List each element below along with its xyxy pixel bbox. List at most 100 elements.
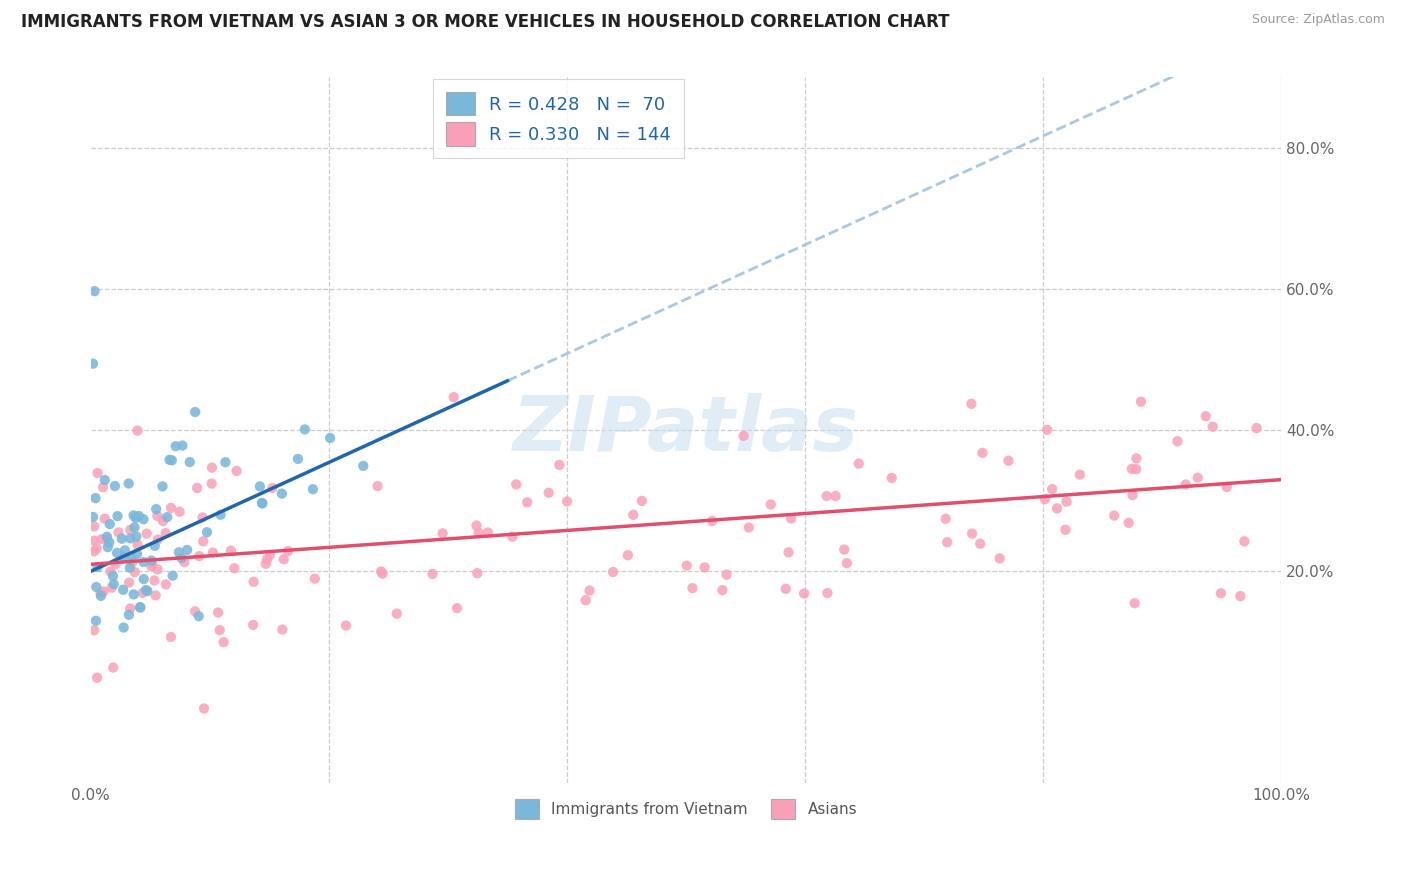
- Point: [367, 479, 389, 493]
- Point: [467, 525, 489, 540]
- Point: [935, 512, 957, 526]
- Point: [294, 422, 316, 436]
- Point: [1036, 423, 1059, 437]
- Point: [537, 485, 560, 500]
- Point: [832, 542, 855, 557]
- Point: [273, 552, 295, 566]
- Point: [128, 508, 150, 523]
- Point: [505, 477, 527, 491]
- Point: [1125, 462, 1147, 476]
- Point: [304, 572, 326, 586]
- Point: [83, 284, 105, 298]
- Point: [501, 530, 523, 544]
- Point: [184, 604, 207, 618]
- Point: [121, 550, 143, 565]
- Point: [125, 547, 148, 561]
- Point: [477, 525, 499, 540]
- Point: [120, 523, 142, 537]
- Point: [997, 454, 1019, 468]
- Point: [135, 526, 157, 541]
- Point: [1246, 421, 1268, 435]
- Point: [578, 583, 600, 598]
- Point: [693, 560, 716, 574]
- Point: [824, 489, 846, 503]
- Point: [103, 577, 125, 591]
- Point: [146, 533, 169, 547]
- Point: [191, 510, 214, 524]
- Point: [775, 582, 797, 596]
- Point: [146, 508, 169, 523]
- Point: [112, 582, 135, 597]
- Point: [271, 623, 294, 637]
- Point: [422, 566, 444, 581]
- Point: [1209, 586, 1232, 600]
- Point: [1166, 434, 1188, 449]
- Point: [120, 601, 142, 615]
- Point: [145, 502, 167, 516]
- Point: [1102, 508, 1125, 523]
- Point: [208, 623, 231, 637]
- Point: [212, 635, 235, 649]
- Point: [835, 556, 858, 570]
- Point: [681, 581, 703, 595]
- Point: [112, 549, 135, 564]
- Point: [621, 508, 644, 522]
- Point: [195, 525, 218, 540]
- Point: [1202, 419, 1225, 434]
- Point: [259, 548, 281, 562]
- Point: [631, 494, 654, 508]
- Point: [94, 473, 117, 487]
- Point: [143, 574, 166, 588]
- Point: [193, 701, 215, 715]
- Point: [103, 660, 125, 674]
- Point: [1233, 534, 1256, 549]
- Point: [136, 584, 159, 599]
- Point: [129, 600, 152, 615]
- Point: [156, 510, 179, 524]
- Point: [162, 568, 184, 582]
- Point: [84, 580, 107, 594]
- Point: [1054, 523, 1077, 537]
- Point: [118, 560, 141, 574]
- Point: [780, 511, 803, 525]
- Point: [155, 577, 177, 591]
- Point: [179, 455, 201, 469]
- Point: [936, 535, 959, 549]
- Point: [702, 514, 724, 528]
- Point: [107, 525, 129, 540]
- Point: [188, 549, 211, 563]
- Point: [159, 452, 181, 467]
- Point: [141, 553, 163, 567]
- Point: [815, 489, 838, 503]
- Point: [114, 543, 136, 558]
- Point: [90, 533, 112, 547]
- Point: [101, 569, 124, 583]
- Point: [972, 446, 994, 460]
- Point: [93, 584, 115, 599]
- Point: [219, 543, 242, 558]
- Point: [90, 589, 112, 603]
- Point: [187, 609, 209, 624]
- Point: [104, 479, 127, 493]
- Text: Source: ZipAtlas.com: Source: ZipAtlas.com: [1251, 13, 1385, 27]
- Point: [319, 431, 342, 445]
- Point: [778, 545, 800, 559]
- Point: [1229, 589, 1251, 603]
- Point: [127, 538, 149, 552]
- Point: [96, 532, 118, 546]
- Point: [170, 551, 193, 566]
- Point: [733, 429, 755, 443]
- Point: [711, 583, 734, 598]
- Point: [127, 424, 149, 438]
- Text: IMMIGRANTS FROM VIETNAM VS ASIAN 3 OR MORE VEHICLES IN HOUSEHOLD CORRELATION CHA: IMMIGRANTS FROM VIETNAM VS ASIAN 3 OR MO…: [21, 13, 949, 31]
- Point: [1122, 488, 1144, 502]
- Point: [555, 494, 578, 508]
- Point: [738, 520, 761, 534]
- Legend: Immigrants from Vietnam, Asians: Immigrants from Vietnam, Asians: [509, 793, 863, 825]
- Point: [443, 390, 465, 404]
- Point: [124, 510, 146, 524]
- Point: [86, 466, 108, 480]
- Point: [120, 532, 142, 546]
- Point: [617, 548, 640, 562]
- Point: [91, 480, 114, 494]
